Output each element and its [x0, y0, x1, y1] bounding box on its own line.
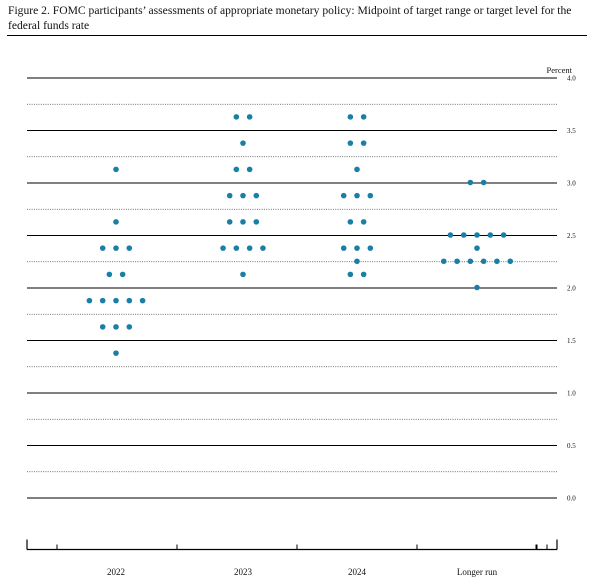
dot-point: [494, 258, 500, 265]
dot-marks: [86, 114, 514, 356]
dot-point: [226, 219, 233, 225]
dot-point: [240, 271, 246, 278]
dot-point: [360, 140, 367, 146]
dot-point: [500, 232, 507, 238]
dot-point: [507, 258, 514, 265]
dot-point: [467, 179, 474, 186]
dot-point: [113, 324, 119, 330]
dot-point: [440, 258, 447, 265]
y-tick-labels: 0.0 0.5 1.0 1.5 2.0 2.5 3.0 3.5 4.0: [567, 75, 576, 503]
x-tick-label: 2023: [234, 567, 253, 577]
dot-point: [240, 192, 246, 199]
dot-point: [126, 297, 133, 304]
dot-point: [113, 350, 119, 356]
dot-point: [454, 258, 460, 265]
dot-point: [340, 245, 347, 251]
dot-point: [447, 232, 454, 238]
dot-point: [99, 324, 106, 330]
x-tick-label: Longer run: [457, 567, 498, 577]
y-tick-label: 1.0: [567, 390, 576, 398]
dot-point: [113, 219, 119, 225]
dot-point: [354, 166, 360, 173]
dot-point: [233, 166, 240, 173]
dot-point: [99, 297, 106, 304]
y-tick-label: 2.5: [567, 232, 576, 240]
figure-title: Figure 2. FOMC participants’ assessments…: [8, 4, 572, 32]
dot-point: [139, 297, 146, 304]
dot-point: [106, 271, 113, 278]
dot-point: [360, 219, 367, 225]
y-tick-label: 0.0: [567, 495, 576, 503]
dot-point: [240, 219, 246, 225]
dot-point: [360, 114, 367, 120]
dot-point: [474, 284, 480, 291]
x-axis: 2022 2023 2024 Longer run: [26, 539, 558, 577]
y-tick-label: 0.5: [567, 442, 576, 450]
dot-point: [487, 232, 494, 238]
dot-point: [367, 245, 374, 251]
dot-point: [467, 258, 474, 265]
dot-point: [474, 245, 480, 251]
dot-point: [246, 166, 253, 173]
dot-point: [113, 297, 119, 304]
dot-point: [126, 324, 133, 330]
dot-point: [360, 271, 367, 278]
y-unit-label: Percent: [547, 65, 573, 75]
dot-point: [260, 245, 266, 251]
dot-point: [246, 114, 253, 120]
y-tick-label: 4.0: [567, 75, 576, 83]
dot-point: [119, 271, 126, 278]
y-tick-label: 1.5: [567, 337, 576, 345]
dot-point: [367, 192, 374, 199]
dot-point: [113, 245, 119, 251]
dot-point: [347, 140, 354, 146]
title-rule: [7, 35, 587, 36]
y-tick-label: 3.0: [567, 180, 576, 188]
dot-point: [480, 179, 487, 186]
dot-point: [99, 245, 106, 251]
dot-point: [233, 114, 240, 120]
dot-point: [347, 114, 354, 120]
y-tick-label: 3.5: [567, 127, 576, 135]
dot-point: [126, 245, 133, 251]
dot-point: [340, 192, 347, 199]
dot-point: [226, 192, 233, 199]
dot-point: [480, 258, 487, 265]
y-tick-label: 2.0: [567, 285, 576, 293]
dot-point: [240, 140, 246, 146]
dot-point: [220, 245, 226, 251]
dot-point: [113, 166, 119, 173]
x-tick-label: 2024: [348, 567, 367, 577]
dot-point: [354, 245, 360, 251]
dot-point: [354, 192, 360, 199]
dot-point: [246, 245, 253, 251]
dot-point: [233, 245, 240, 251]
dot-point: [474, 232, 480, 238]
dot-point: [253, 192, 260, 199]
x-tick-label: 2022: [107, 567, 125, 577]
dot-point: [354, 258, 360, 265]
dot-point: [347, 219, 354, 225]
dot-point: [347, 271, 354, 278]
dot-point: [86, 297, 93, 304]
dot-point: [253, 219, 260, 225]
dot-point: [460, 232, 467, 238]
